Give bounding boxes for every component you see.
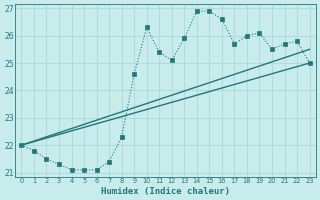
X-axis label: Humidex (Indice chaleur): Humidex (Indice chaleur) [101,187,230,196]
